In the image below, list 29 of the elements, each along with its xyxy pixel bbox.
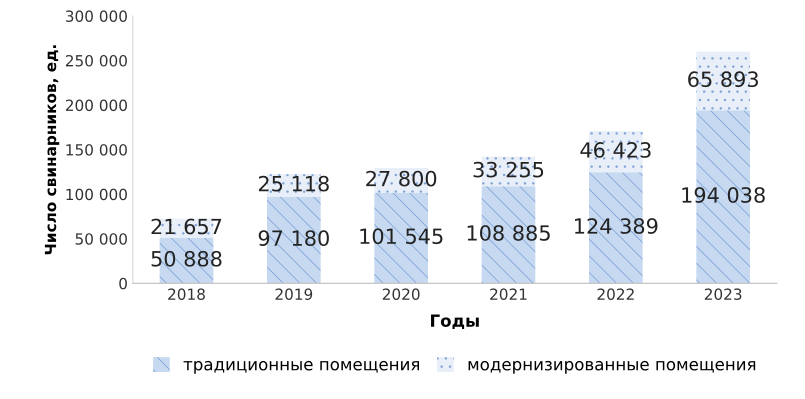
data-label: 27 800 [366, 170, 436, 186]
legend-label: модернизированные помещения [468, 360, 756, 374]
x-tick-label: 2020 [382, 288, 420, 300]
y-tick-label: 300 000 [66, 10, 127, 22]
y-axis-title: Число свинарников, ед. [44, 45, 60, 254]
legend-label: традиционные помещения [184, 360, 420, 374]
y-tick-label: 50 000 [76, 233, 127, 245]
y-tick-label: 100 000 [66, 188, 127, 200]
x-tick-label: 2023 [704, 288, 742, 300]
y-tick-label: 150 000 [66, 144, 127, 156]
y-tick-label: 200 000 [66, 100, 127, 112]
data-label: 25 118 [258, 176, 329, 192]
data-label: 33 255 [474, 162, 544, 178]
data-label: 50 888 [152, 250, 222, 267]
data-label: 124 389 [575, 218, 658, 234]
data-label: 46 423 [580, 142, 651, 158]
y-tick-label: 250 000 [66, 54, 127, 67]
x-tick-label: 2022 [598, 288, 634, 300]
data-label: 194 038 [682, 187, 765, 203]
x-tick-label: 2019 [276, 288, 312, 300]
data-label: 101 545 [360, 228, 442, 244]
x-axis-title: Годы [431, 314, 479, 330]
y-tick-label: 0 [119, 278, 127, 290]
x-tick-label: 2018 [168, 288, 205, 300]
data-label: 21 657 [152, 218, 222, 234]
data-label: 108 885 [468, 225, 550, 241]
data-label: 65 893 [688, 71, 758, 88]
data-label: 97 180 [258, 230, 329, 246]
x-tick-label: 2021 [490, 288, 527, 300]
